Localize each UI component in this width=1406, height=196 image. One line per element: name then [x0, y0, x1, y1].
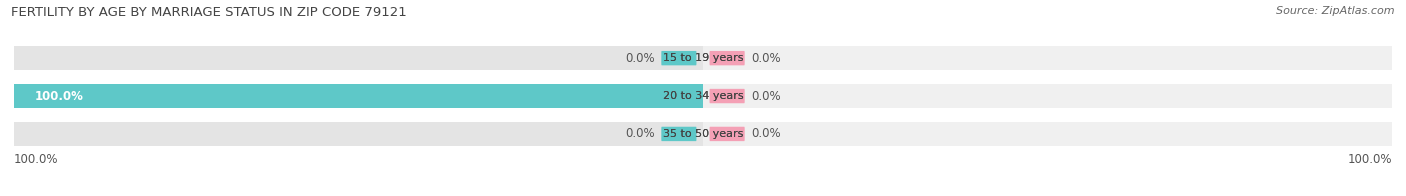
Text: 0.0%: 0.0%: [751, 52, 780, 65]
FancyBboxPatch shape: [710, 51, 745, 65]
Bar: [14, 84, 703, 108]
Bar: [703, 122, 1392, 146]
Text: 0.0%: 0.0%: [626, 127, 655, 140]
Text: 15 to 19 years: 15 to 19 years: [662, 53, 744, 63]
FancyBboxPatch shape: [661, 51, 696, 65]
Text: 0.0%: 0.0%: [751, 127, 780, 140]
Text: 20 to 34 years: 20 to 34 years: [662, 91, 744, 101]
FancyBboxPatch shape: [710, 89, 745, 103]
Text: 35 to 50 years: 35 to 50 years: [662, 129, 744, 139]
FancyBboxPatch shape: [661, 127, 696, 141]
Bar: [14, 46, 703, 70]
FancyBboxPatch shape: [710, 127, 745, 141]
Text: 100.0%: 100.0%: [35, 90, 83, 103]
Text: 20 to 34 years: 20 to 34 years: [662, 91, 744, 101]
Bar: [703, 46, 1392, 70]
Bar: [14, 84, 703, 108]
Text: Source: ZipAtlas.com: Source: ZipAtlas.com: [1277, 6, 1395, 16]
Text: 15 to 19 years: 15 to 19 years: [662, 53, 744, 63]
Bar: [703, 84, 1392, 108]
Text: FERTILITY BY AGE BY MARRIAGE STATUS IN ZIP CODE 79121: FERTILITY BY AGE BY MARRIAGE STATUS IN Z…: [11, 6, 406, 19]
Text: 35 to 50 years: 35 to 50 years: [662, 129, 744, 139]
Bar: [14, 122, 703, 146]
Text: 100.0%: 100.0%: [1347, 153, 1392, 166]
Text: 100.0%: 100.0%: [14, 153, 59, 166]
Text: 0.0%: 0.0%: [751, 90, 780, 103]
Legend: Married, Unmarried: Married, Unmarried: [619, 195, 787, 196]
Text: 0.0%: 0.0%: [626, 52, 655, 65]
FancyBboxPatch shape: [661, 89, 696, 103]
